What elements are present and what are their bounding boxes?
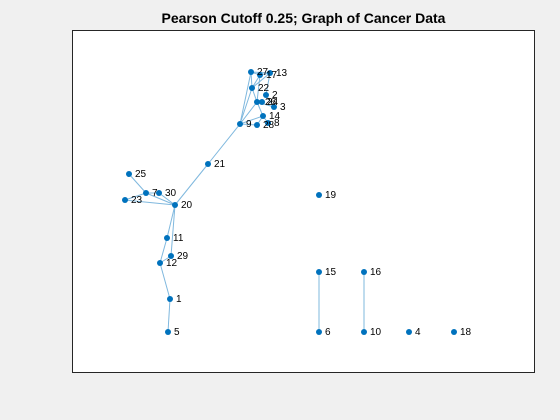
graph-node-29 bbox=[168, 253, 174, 259]
graph-node-10 bbox=[361, 329, 367, 335]
graph-node-27 bbox=[248, 69, 254, 75]
graph-edge-29-20 bbox=[170, 204, 176, 257]
node-label-7: 7 bbox=[152, 188, 158, 199]
node-label-10: 10 bbox=[370, 327, 382, 338]
node-label-15: 15 bbox=[325, 267, 337, 278]
graph-node-22 bbox=[249, 85, 255, 91]
graph-node-24 bbox=[259, 99, 265, 105]
node-label-22: 22 bbox=[258, 83, 270, 94]
graph-edge-20-21 bbox=[174, 163, 209, 206]
node-label-16: 16 bbox=[370, 267, 382, 278]
node-label-11: 11 bbox=[173, 233, 184, 244]
graph-node-14 bbox=[260, 113, 266, 119]
graph-node-4 bbox=[406, 329, 412, 335]
graph-node-25 bbox=[126, 171, 132, 177]
plot-title: Pearson Cutoff 0.25; Graph of Cancer Dat… bbox=[161, 10, 446, 26]
graph-node-13 bbox=[267, 70, 273, 76]
graph-node-3 bbox=[271, 104, 277, 110]
graph-node-11 bbox=[164, 235, 170, 241]
node-label-6: 6 bbox=[325, 327, 331, 338]
graph-edge-11-20 bbox=[166, 204, 176, 239]
graph-node-17 bbox=[257, 72, 263, 78]
graph-edge-5-1 bbox=[167, 298, 171, 333]
graph-edge-9-22 bbox=[239, 87, 253, 125]
graph-node-1 bbox=[167, 296, 173, 302]
graph-node-12 bbox=[157, 260, 163, 266]
node-label-20: 20 bbox=[181, 200, 193, 211]
graph-node-20 bbox=[172, 202, 178, 208]
graph-node-18 bbox=[451, 329, 457, 335]
graph-edge-21-9 bbox=[207, 123, 241, 165]
axes-box bbox=[72, 30, 535, 373]
node-label-8: 8 bbox=[274, 118, 280, 129]
graph-edge-20-30 bbox=[158, 192, 176, 206]
graph-node-23 bbox=[122, 197, 128, 203]
graph-node-19 bbox=[316, 192, 322, 198]
graph-node-2 bbox=[263, 92, 269, 98]
graph-node-8 bbox=[265, 120, 271, 126]
graph-node-26 bbox=[254, 99, 260, 105]
graph-node-16 bbox=[361, 269, 367, 275]
node-label-27: 27 bbox=[257, 67, 269, 78]
graph-node-30 bbox=[156, 190, 162, 196]
nodes-layer bbox=[122, 69, 457, 335]
graph-edge-20-7 bbox=[145, 192, 176, 206]
node-label-12: 12 bbox=[166, 258, 178, 269]
graph-edge-17-26 bbox=[256, 74, 261, 103]
node-label-25: 25 bbox=[135, 169, 147, 180]
node-label-19: 19 bbox=[325, 190, 337, 201]
graph-node-5 bbox=[165, 329, 171, 335]
graph-node-7 bbox=[143, 190, 149, 196]
node-label-3: 3 bbox=[280, 102, 286, 113]
graph-edge-12-11 bbox=[159, 237, 168, 264]
node-label-4: 4 bbox=[415, 327, 421, 338]
graph-node-28 bbox=[254, 122, 260, 128]
node-label-18: 18 bbox=[460, 327, 472, 338]
node-label-13: 13 bbox=[276, 68, 288, 79]
node-label-9: 9 bbox=[246, 119, 252, 130]
graph-edge-23-7 bbox=[124, 192, 147, 201]
edges-layer bbox=[124, 71, 365, 333]
graph-edge-25-7 bbox=[128, 173, 147, 194]
graph-edge-22-13 bbox=[251, 72, 271, 89]
node-label-26: 26 bbox=[265, 97, 277, 108]
graph-node-9 bbox=[237, 121, 243, 127]
graph-edge-13-2 bbox=[265, 72, 271, 96]
node-label-23: 23 bbox=[131, 195, 143, 206]
node-label-17: 17 bbox=[266, 70, 278, 81]
node-label-1: 1 bbox=[176, 294, 182, 305]
graph-node-6 bbox=[316, 329, 322, 335]
graph-edge-9-14 bbox=[239, 115, 264, 125]
graph-edge-20-23 bbox=[124, 199, 176, 206]
node-label-29: 29 bbox=[177, 251, 189, 262]
node-label-28: 28 bbox=[263, 120, 275, 131]
node-label-14: 14 bbox=[269, 111, 281, 122]
node-label-24: 24 bbox=[267, 97, 279, 108]
node-label-2: 2 bbox=[272, 90, 278, 101]
node-label-21: 21 bbox=[214, 159, 226, 170]
node-label-5: 5 bbox=[174, 327, 180, 338]
graph-edge-1-12 bbox=[159, 262, 171, 300]
graph-edge-9-26 bbox=[239, 101, 258, 125]
node-label-30: 30 bbox=[165, 188, 177, 199]
graph-edge-9-27 bbox=[239, 71, 252, 125]
graph-node-15 bbox=[316, 269, 322, 275]
graph-node-21 bbox=[205, 161, 211, 167]
